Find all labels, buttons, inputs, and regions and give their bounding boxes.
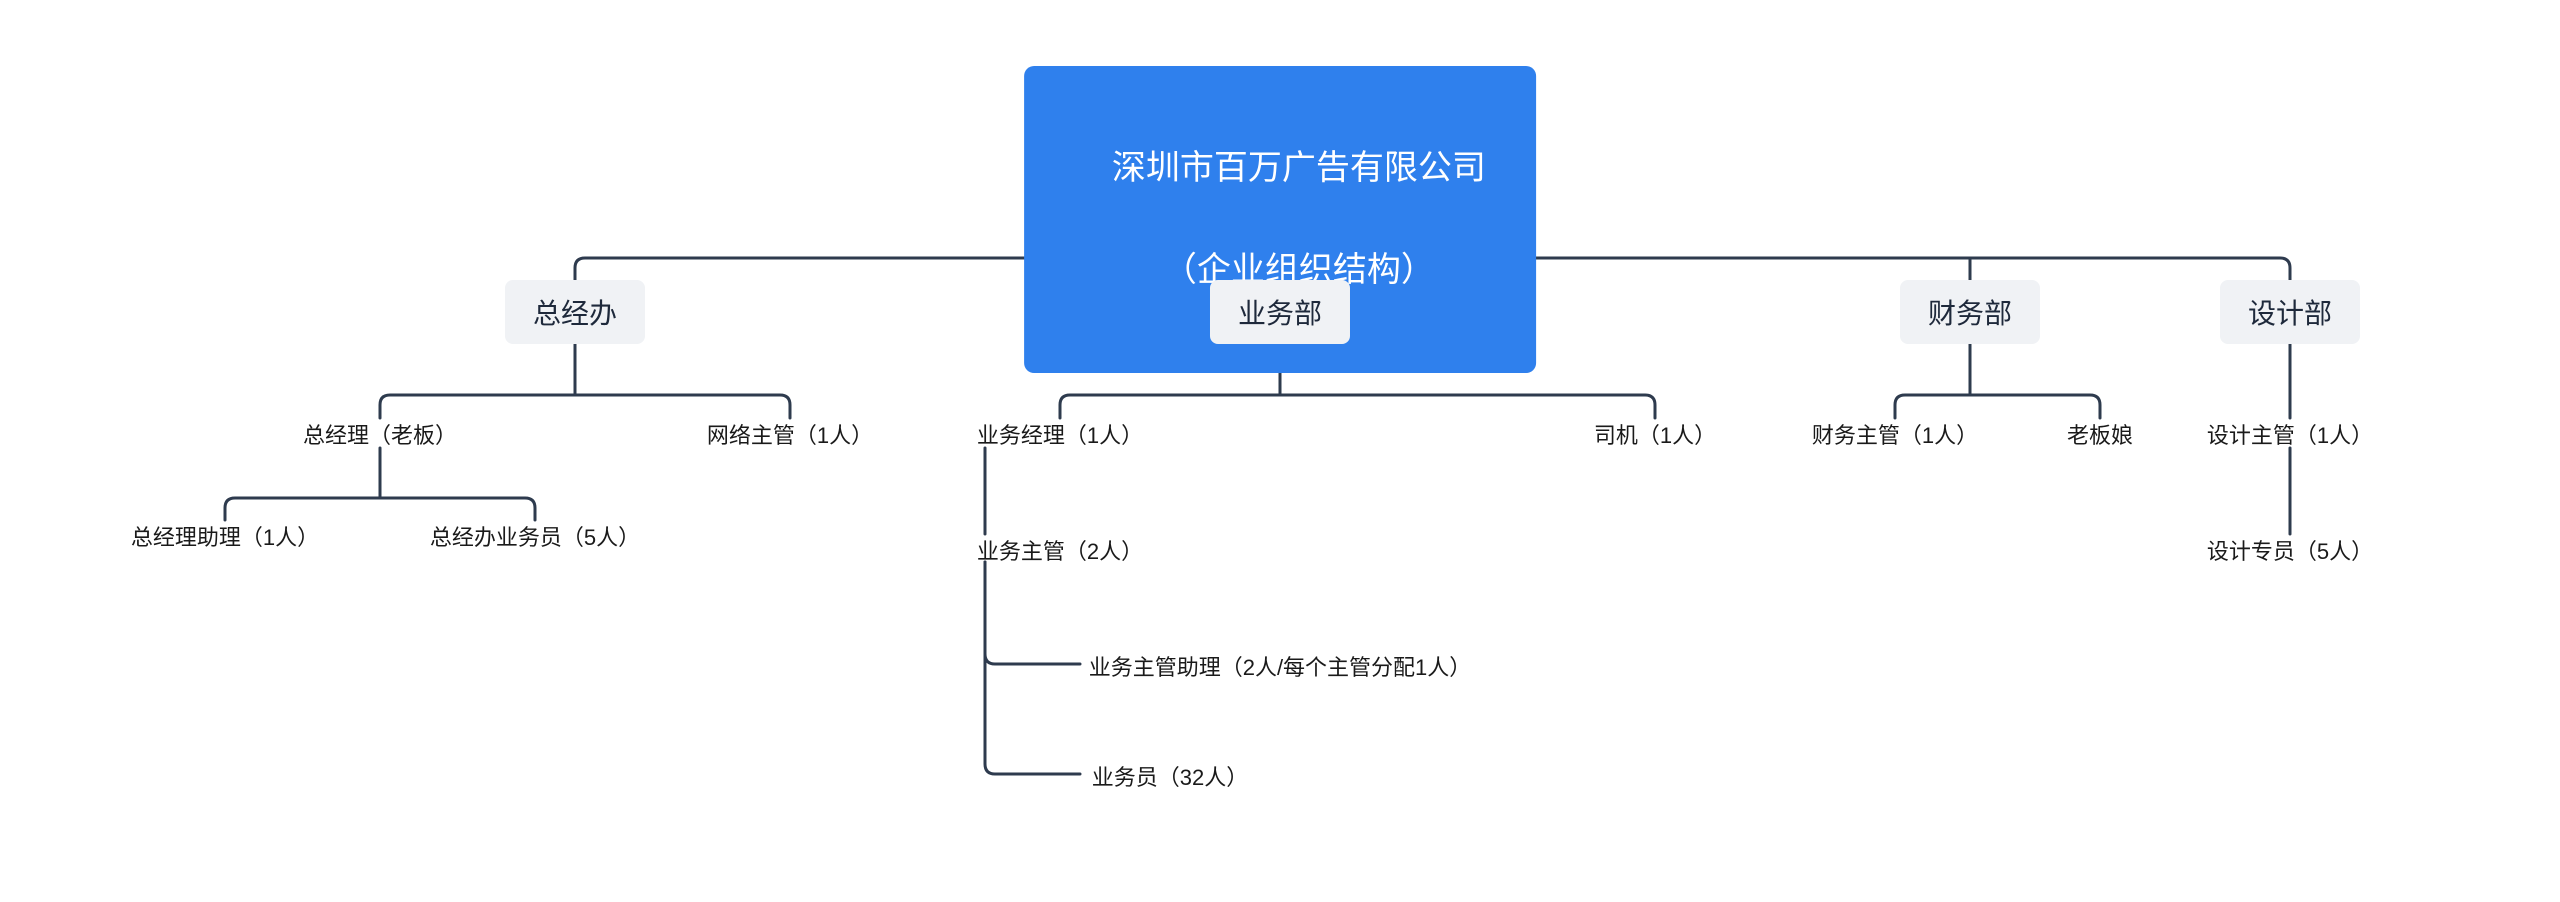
role-driver: 司机（1人）: [1594, 418, 1716, 450]
role-label: 司机（1人）: [1594, 423, 1716, 448]
dept-label: 财务部: [1928, 298, 2012, 329]
role-general-manager: 总经理（老板）: [303, 418, 457, 450]
role-label: 业务主管（2人）: [977, 539, 1143, 564]
role-label: 设计主管（1人）: [2207, 423, 2373, 448]
role-label: 业务经理（1人）: [977, 423, 1143, 448]
role-business-staff: 业务员（32人）: [1092, 760, 1248, 792]
role-label: 业务主管助理（2人/每个主管分配1人）: [1089, 655, 1472, 680]
dept-design: 设计部: [2220, 280, 2360, 344]
role-business-sup-assistant: 业务主管助理（2人/每个主管分配1人）: [1089, 650, 1472, 682]
role-business-supervisor: 业务主管（2人）: [977, 534, 1143, 566]
role-gm-assistant: 总经理助理（1人）: [131, 520, 319, 552]
role-design-staff: 设计专员（5人）: [2207, 534, 2373, 566]
dept-label: 总经办: [533, 298, 617, 329]
dept-label: 设计部: [2248, 298, 2332, 329]
dept-finance: 财务部: [1900, 280, 2040, 344]
root-title-line1: 深圳市百万广告有限公司: [1112, 149, 1486, 187]
role-design-supervisor: 设计主管（1人）: [2207, 418, 2373, 450]
dept-label: 业务部: [1238, 298, 1322, 329]
role-network-supervisor: 网络主管（1人）: [707, 418, 873, 450]
role-label: 老板娘: [2067, 423, 2133, 448]
role-label: 财务主管（1人）: [1812, 423, 1978, 448]
role-boss-wife: 老板娘: [2067, 418, 2133, 450]
role-label: 总经办业务员（5人）: [430, 525, 640, 550]
role-gm-office-staff: 总经办业务员（5人）: [430, 520, 640, 552]
role-label: 网络主管（1人）: [707, 423, 873, 448]
role-label: 业务员（32人）: [1092, 765, 1248, 790]
dept-general-office: 总经办: [505, 280, 645, 344]
dept-business: 业务部: [1210, 280, 1350, 344]
role-label: 总经理（老板）: [303, 423, 457, 448]
role-finance-supervisor: 财务主管（1人）: [1812, 418, 1978, 450]
role-label: 总经理助理（1人）: [131, 525, 319, 550]
role-label: 设计专员（5人）: [2207, 539, 2373, 564]
role-business-manager: 业务经理（1人）: [977, 418, 1143, 450]
org-chart: 深圳市百万广告有限公司 （企业组织结构） 总经办 业务部 财务部 设计部 总经理…: [0, 0, 2560, 902]
